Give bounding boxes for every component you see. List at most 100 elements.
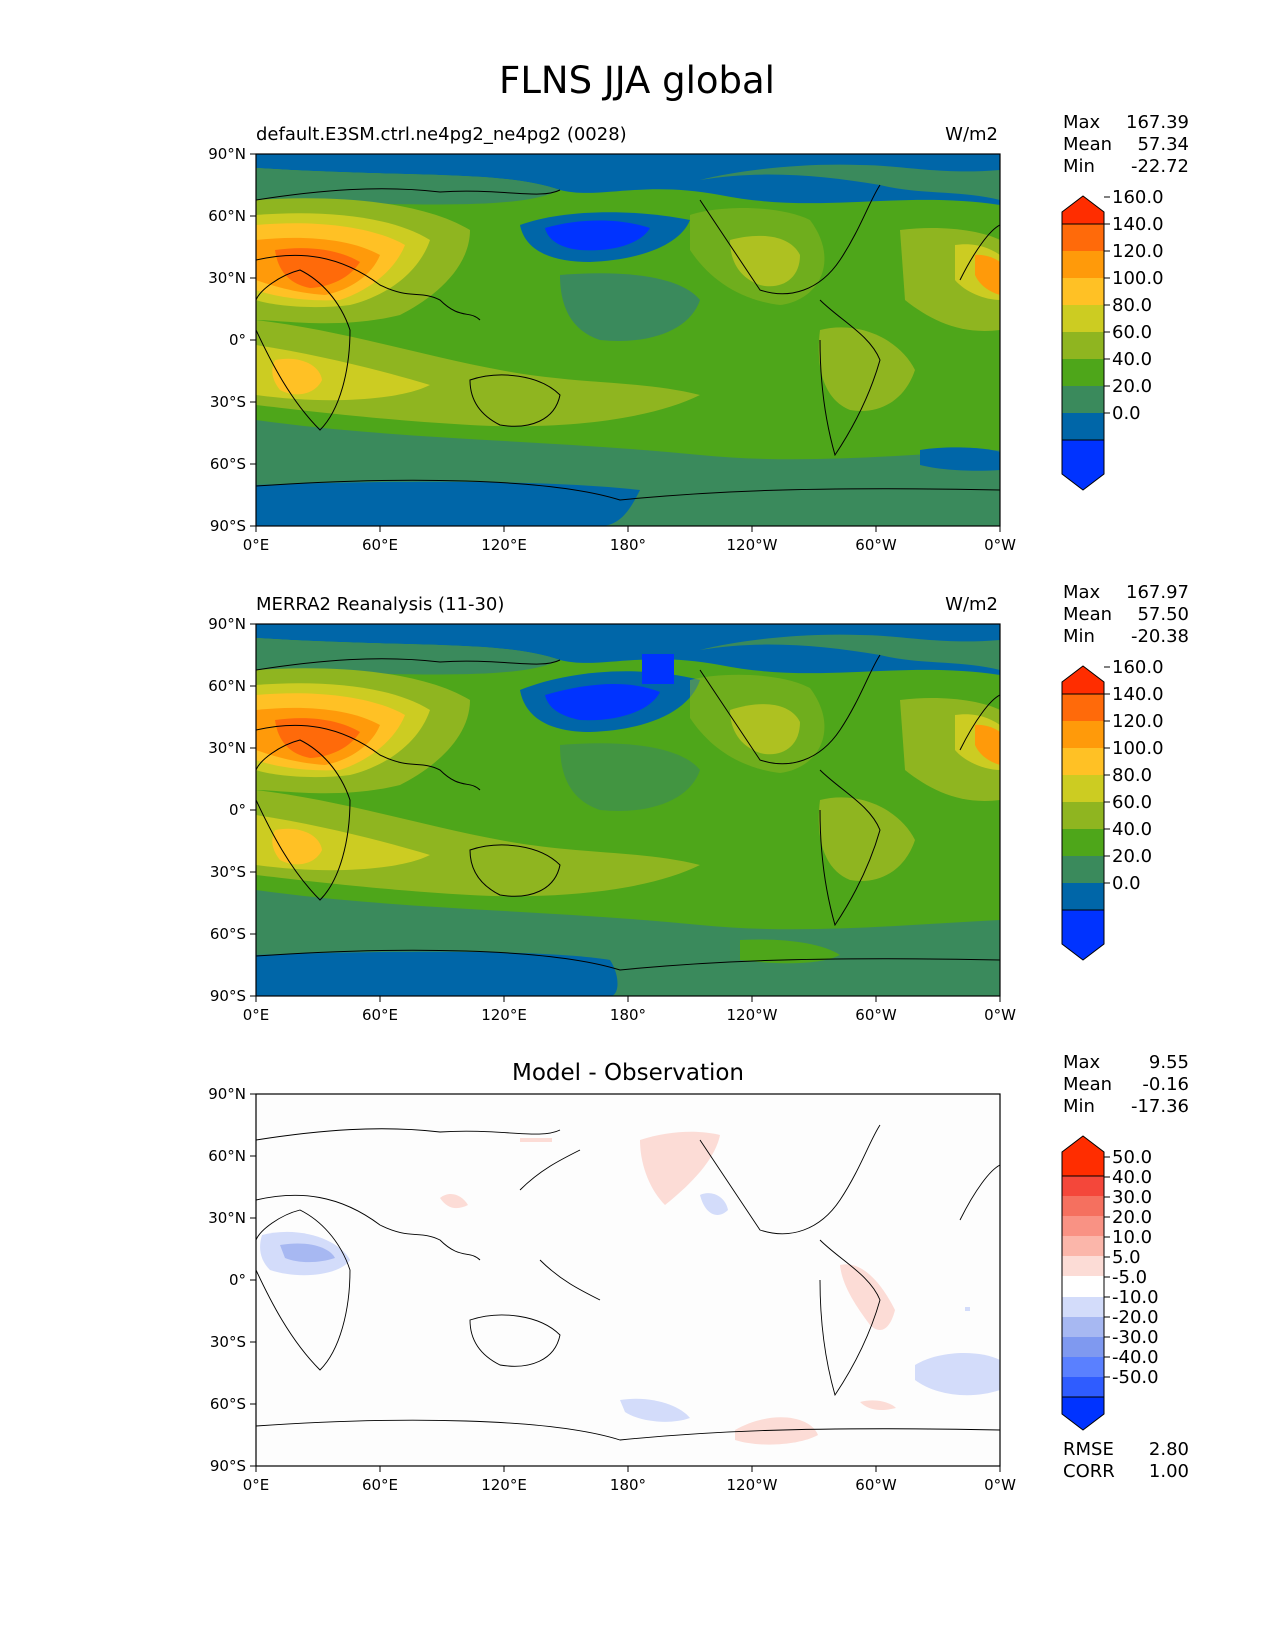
colorbar-label: 120.0 [1112,711,1164,732]
x-tick-label: 0°W [984,536,1016,554]
extra-stat-value: 1.00 [1149,1461,1189,1482]
y-tick-label: 90°S [210,987,246,1005]
colorbar-label: 140.0 [1112,214,1164,235]
colorbar-label: 100.0 [1112,738,1164,759]
colorbar-label: 0.0 [1112,873,1141,894]
stat-label: Min [1063,626,1095,647]
stat-value: -20.38 [1131,626,1189,647]
colorbar-label: 50.0 [1112,1147,1152,1168]
colorbar-label: 80.0 [1112,295,1152,316]
figure-title: FLNS JJA global [499,59,775,102]
y-tick-label: 90°N [208,1085,246,1103]
x-tick-label: 120°W [727,536,778,554]
y-tick-label: 30°S [210,863,246,881]
axis-and-colorbar-labels: 0°E 60°E 120°E 180° 120°W 60°W 0°W 90°N 60°N 30°N… [208,112,1189,1494]
stat-label: Mean [1063,1074,1112,1095]
stat-value: 9.55 [1149,1052,1189,1073]
x-tick-label: 60°E [362,536,398,554]
stat-label: Min [1063,1096,1095,1117]
colorbar-label: 80.0 [1112,765,1152,786]
colorbar-label: 20.0 [1112,376,1152,397]
stat-value: 167.39 [1126,112,1189,133]
colorbar-label: 40.0 [1112,349,1152,370]
colorbar-label: 160.0 [1112,187,1164,208]
stat-value: 57.34 [1137,134,1189,155]
colorbar-label: 5.0 [1112,1247,1141,1268]
colorbar-label: 30.0 [1112,1187,1152,1208]
y-tick-label: 0° [229,1271,246,1289]
extra-stat-label: CORR [1063,1461,1115,1482]
stat-label: Mean [1063,134,1112,155]
colorbar-label: 60.0 [1112,322,1152,343]
stat-label: Mean [1063,604,1112,625]
x-tick-label: 60°E [362,1006,398,1024]
y-tick-label: 30°N [208,1209,246,1227]
colorbar-label: -40.0 [1112,1347,1159,1368]
x-tick-label: 0°E [243,1476,270,1494]
colorbar-label: 10.0 [1112,1227,1152,1248]
y-tick-label: 90°N [208,145,246,163]
colorbar-label: 100.0 [1112,268,1164,289]
x-tick-label: 0°E [243,536,270,554]
colorbar-label: -20.0 [1112,1307,1159,1328]
y-tick-label: 0° [229,331,246,349]
y-tick-label: 60°N [208,207,246,225]
reference-colorbar [1061,665,1105,961]
colorbar-label: -50.0 [1112,1367,1159,1388]
stat-label: Max [1063,582,1101,603]
test-panel-title: default.E3SM.ctrl.ne4pg2_ne4pg2 (0028) [256,124,627,145]
x-tick-label: 120°E [481,1006,527,1024]
y-tick-label: 0° [229,801,246,819]
stat-value: 167.97 [1126,582,1189,603]
x-tick-label: 0°E [243,1006,270,1024]
x-tick-label: 120°E [481,536,527,554]
y-tick-label: 90°N [208,615,246,633]
x-tick-label: 120°W [727,1006,778,1024]
colorbar-label: 20.0 [1112,1207,1152,1228]
colorbar-label: 160.0 [1112,657,1164,678]
y-tick-label: 90°S [210,517,246,535]
reference-panel-title: MERRA2 Reanalysis (11-30) [256,594,504,615]
x-tick-label: 180° [610,1006,646,1024]
difference-panel-title: Model - Observation [512,1060,744,1086]
x-tick-label: 60°W [855,1006,897,1024]
stat-value: 57.50 [1137,604,1189,625]
stat-value: -22.72 [1131,156,1189,177]
y-tick-label: 60°N [208,677,246,695]
colorbar-label: 60.0 [1112,792,1152,813]
y-tick-label: 60°S [210,1395,246,1413]
y-tick-label: 30°N [208,269,246,287]
colorbar-label: 120.0 [1112,241,1164,262]
colorbar-label: 0.0 [1112,403,1141,424]
extra-stat-label: RMSE [1063,1439,1114,1460]
colorbar-label: -5.0 [1112,1267,1147,1288]
stat-value: -0.16 [1142,1074,1189,1095]
extra-stat-value: 2.80 [1149,1439,1189,1460]
colorbar-label: -30.0 [1112,1327,1159,1348]
stat-label: Min [1063,156,1095,177]
stat-label: Max [1063,112,1101,133]
test-colorbar [1061,195,1105,491]
x-tick-label: 120°W [727,1476,778,1494]
colorbar-label: 20.0 [1112,846,1152,867]
x-tick-label: 180° [610,536,646,554]
colorbar-label: 140.0 [1112,684,1164,705]
reference-panel: MERRA2 Reanalysis (11-30) W/m2 [255,594,1105,997]
x-tick-label: 60°W [855,536,897,554]
colorbar-label: 40.0 [1112,819,1152,840]
x-tick-label: 120°E [481,1476,527,1494]
y-tick-label: 60°S [210,455,246,473]
stat-label: Max [1063,1052,1101,1073]
x-tick-label: 0°W [984,1476,1016,1494]
difference-map [255,1093,1001,1467]
test-panel: default.E3SM.ctrl.ne4pg2_ne4pg2 (0028) W… [255,124,1105,527]
x-tick-label: 180° [610,1476,646,1494]
y-tick-label: 30°S [210,1333,246,1351]
y-tick-label: 60°N [208,1147,246,1165]
y-tick-label: 30°N [208,739,246,757]
stat-value: -17.36 [1131,1096,1189,1117]
colorbar-label: 40.0 [1112,1167,1152,1188]
y-tick-label: 90°S [210,1457,246,1475]
y-tick-label: 60°S [210,925,246,943]
